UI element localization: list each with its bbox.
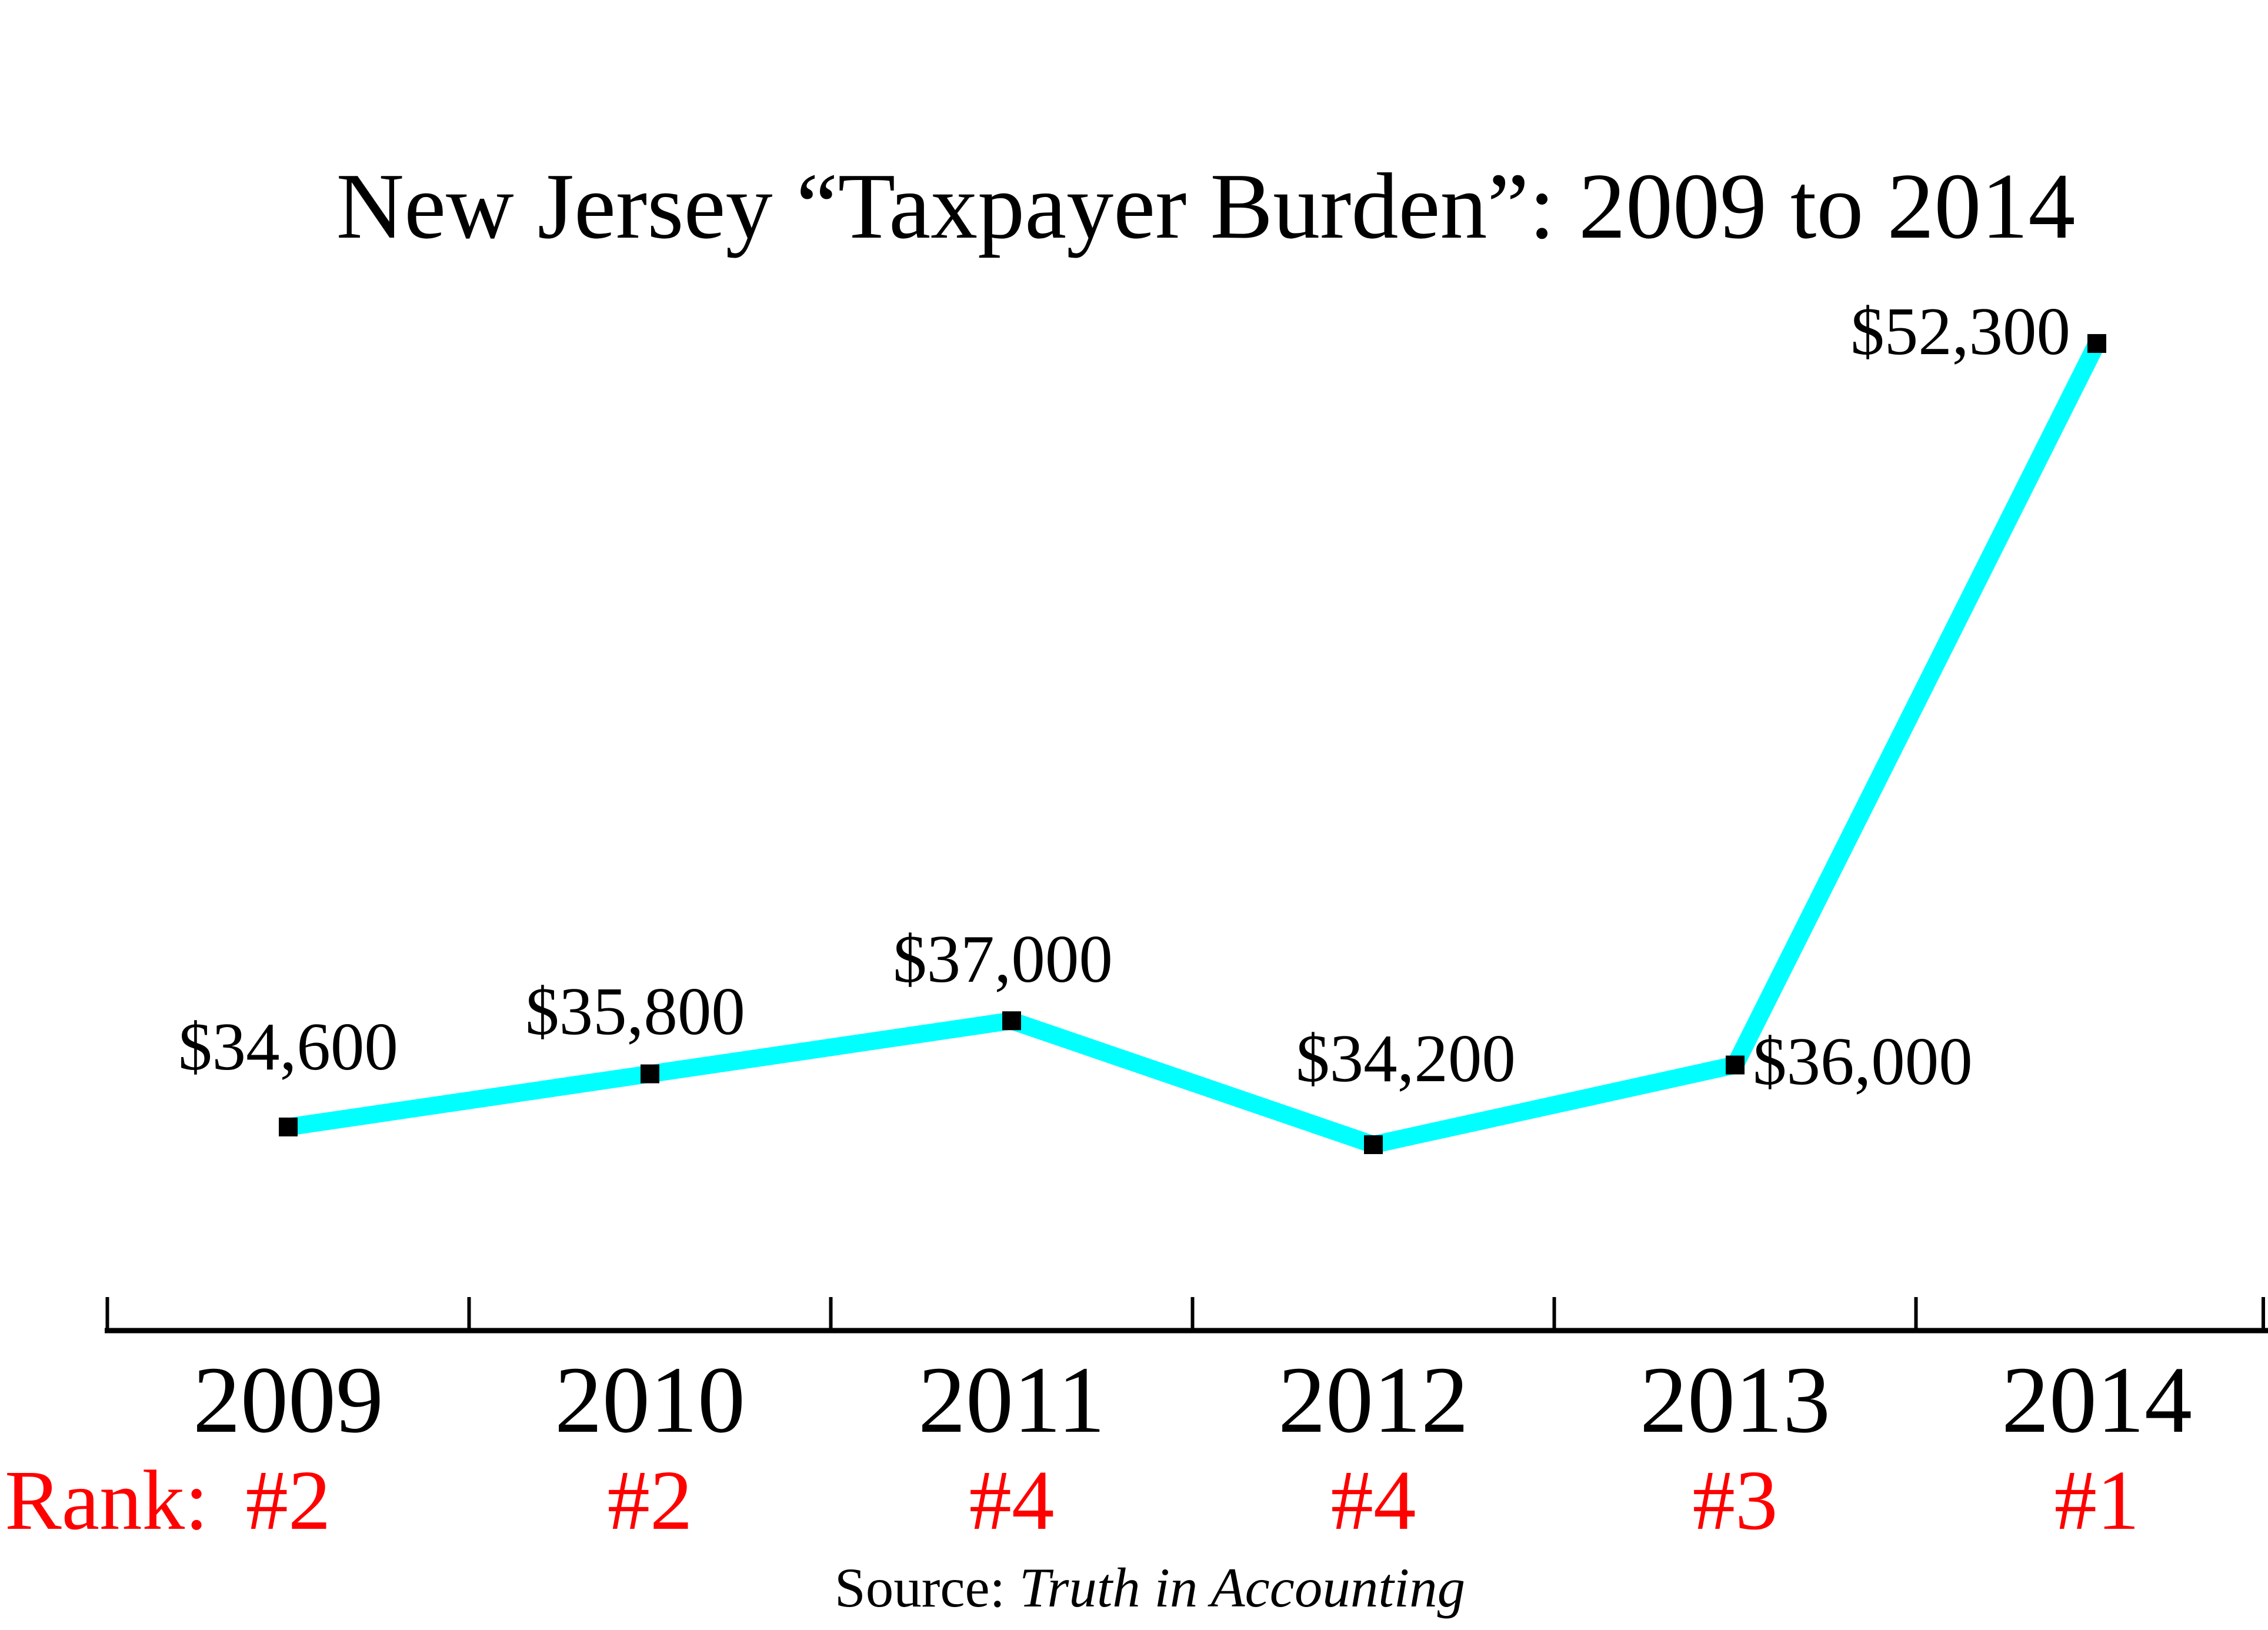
data-point-marker-2010 <box>641 1064 659 1084</box>
rank-2010: #2 <box>607 1454 693 1548</box>
rank-2014: #1 <box>2054 1454 2140 1548</box>
x-tick-label-2013: 2013 <box>1640 1348 1830 1453</box>
data-point-marker-2012 <box>1364 1135 1383 1154</box>
x-tick-label-2011: 2011 <box>918 1348 1105 1453</box>
rank-2009: #2 <box>245 1454 331 1548</box>
series-line <box>286 339 2105 1154</box>
x-tick-label-2012: 2012 <box>1278 1348 1469 1453</box>
data-label-2009: $34,600 <box>178 1009 398 1084</box>
data-point-marker-2009 <box>279 1117 298 1136</box>
rank-2012: #4 <box>1330 1454 1416 1548</box>
source-prefix: Source: <box>834 1556 1006 1619</box>
chart-title: New Jersey “Taxpayer Burden”: 2009 to 20… <box>336 154 2076 258</box>
source-name: Truth in Accounting <box>1019 1556 1466 1619</box>
data-label-2010: $35,800 <box>525 974 745 1049</box>
x-tick-label-2014: 2014 <box>2002 1348 2192 1453</box>
x-tick-label-2010: 2010 <box>555 1348 745 1453</box>
data-label-2014: $52,300 <box>1850 294 2070 369</box>
rank-2011: #4 <box>969 1454 1055 1548</box>
data-point-marker-2014 <box>2087 334 2106 353</box>
rank-row-label: Rank: <box>5 1454 209 1548</box>
x-tick-label-2009: 2009 <box>193 1348 383 1453</box>
data-label-2013: $36,000 <box>1753 1024 1973 1099</box>
data-point-marker-2011 <box>1002 1011 1021 1031</box>
data-label-2011: $37,000 <box>893 922 1113 996</box>
data-label-2012: $34,200 <box>1296 1021 1516 1096</box>
rank-2013: #3 <box>1692 1454 1778 1548</box>
source-note: Source: Truth in Accounting <box>835 1556 1465 1620</box>
data-point-marker-2013 <box>1726 1055 1745 1075</box>
